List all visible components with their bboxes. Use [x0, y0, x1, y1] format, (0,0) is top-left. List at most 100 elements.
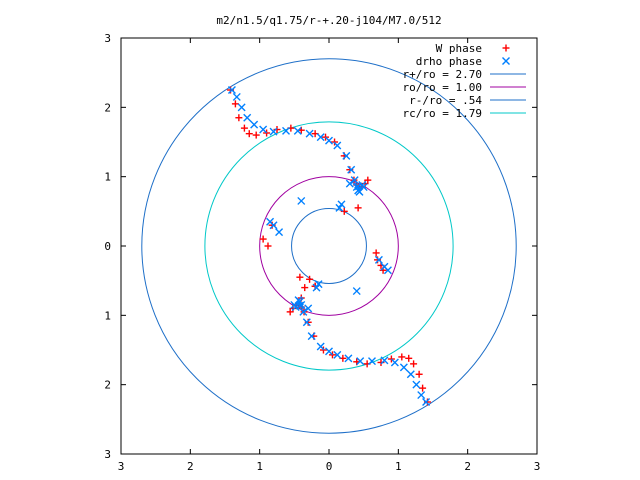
circle-roro-1: [259, 176, 399, 316]
drho-phase-point: [295, 301, 304, 310]
legend-label: W phase: [436, 42, 482, 55]
w-phase-point: [252, 131, 260, 139]
w-phase-point: [346, 166, 354, 174]
y-tick-label: 3: [104, 32, 111, 45]
w-phase-point: [415, 370, 423, 378]
drho-phase-point: [417, 391, 426, 400]
x-tick-label: 2: [187, 460, 194, 473]
drho-phase-point: [275, 228, 284, 237]
drho-phase-point: [269, 127, 278, 136]
y-tick-label: 3: [104, 448, 111, 461]
legend-label: rc/ro = 1.79: [403, 107, 482, 120]
legend-label: ro/ro = 1.00: [403, 81, 482, 94]
circle-rcro-3: [204, 121, 454, 371]
drho-phase-point: [243, 113, 252, 122]
w-phase-point: [398, 353, 406, 361]
drho-phase-point: [269, 221, 278, 230]
legend-marker-swatch: [502, 44, 510, 52]
y-tick-label: 1: [104, 309, 111, 322]
w-phase-point: [240, 124, 248, 132]
x-tick-label: 2: [464, 460, 471, 473]
data-points: [227, 86, 431, 406]
y-tick-label: 2: [104, 379, 111, 392]
x-tick-label: 3: [118, 460, 125, 473]
drho-phase-point: [333, 141, 342, 150]
chart-title: m2/n1.5/q1.75/r-+.20-j104/M7.0/512: [216, 14, 441, 27]
drho-phase-point: [304, 304, 313, 313]
w-phase-point: [405, 354, 413, 362]
w-phase-point: [286, 308, 294, 316]
w-phase-point: [304, 318, 312, 326]
drho-phase-point: [354, 182, 363, 191]
drho-phase-point: [282, 126, 291, 135]
drho-phase-point: [316, 342, 325, 351]
y-tick-label: 0: [104, 240, 111, 253]
drho-phase-point: [344, 354, 353, 363]
drho-phase-point: [333, 350, 342, 359]
drho-phase-point: [325, 347, 333, 356]
x-tick-label: 1: [395, 460, 402, 473]
w-phase-point: [419, 384, 427, 392]
drho-phase-point: [259, 125, 268, 134]
drho-phase-point: [297, 196, 306, 205]
legend-label: drho phase: [416, 55, 482, 68]
drho-phase-point: [307, 332, 316, 341]
x-tick-label: 0: [326, 460, 333, 473]
drho-phase-point: [345, 179, 354, 188]
drho-phase-point: [250, 120, 259, 129]
w-phase-point: [301, 284, 309, 292]
drho-phase-point: [232, 92, 241, 101]
w-phase-point: [364, 176, 372, 184]
legend-label: r+/ro = 2.70: [403, 68, 482, 81]
drho-phase-point: [227, 86, 236, 94]
w-phase-point: [374, 256, 382, 264]
drho-phase-point: [316, 133, 325, 142]
w-phase-point: [231, 100, 239, 108]
y-tick-label: 2: [104, 101, 111, 114]
drho-phase-point: [337, 200, 346, 209]
legend-label: r-/ro = .54: [409, 94, 482, 107]
drho-phase-point: [380, 356, 389, 365]
x-tick-label: 3: [534, 460, 541, 473]
drho-phase-point: [350, 176, 359, 185]
drho-phase-point: [406, 370, 415, 379]
drho-phase-point: [342, 151, 351, 160]
circle-rro-0: [141, 58, 517, 434]
legend-marker-swatch: [502, 57, 510, 65]
w-phase-point: [306, 275, 314, 283]
drho-phase-point: [312, 283, 321, 292]
drho-phase-point: [412, 380, 421, 389]
x-tick-label: 1: [256, 460, 263, 473]
drho-phase-point: [299, 307, 308, 316]
w-phase-point: [372, 249, 380, 257]
drho-phase-point: [305, 129, 314, 138]
drho-phase-point: [237, 103, 246, 112]
drho-phase-point: [302, 318, 311, 327]
drho-phase-point: [399, 363, 408, 372]
drho-phase-point: [293, 126, 302, 135]
w-phase-point: [264, 242, 272, 250]
w-phase-point: [423, 398, 431, 406]
w-phase-point: [245, 130, 253, 138]
drho-phase-point: [390, 358, 399, 367]
drho-phase-point: [325, 136, 333, 145]
circle-rro-2: [291, 208, 367, 284]
w-phase-point: [259, 235, 267, 243]
drho-phase-point: [422, 398, 431, 406]
w-phase-point: [235, 114, 243, 122]
w-phase-point: [227, 86, 235, 94]
reference-circles: [141, 58, 517, 434]
w-phase-point: [340, 207, 348, 215]
drho-phase-point: [347, 165, 356, 174]
drho-phase-point: [367, 357, 376, 366]
w-phase-point: [410, 360, 418, 368]
drho-phase-point: [352, 287, 361, 296]
w-phase-point: [296, 273, 304, 281]
drho-phase-point: [380, 262, 389, 271]
drho-phase-point: [374, 255, 383, 264]
w-phase-point: [354, 204, 362, 212]
drho-phase-point: [356, 357, 365, 366]
